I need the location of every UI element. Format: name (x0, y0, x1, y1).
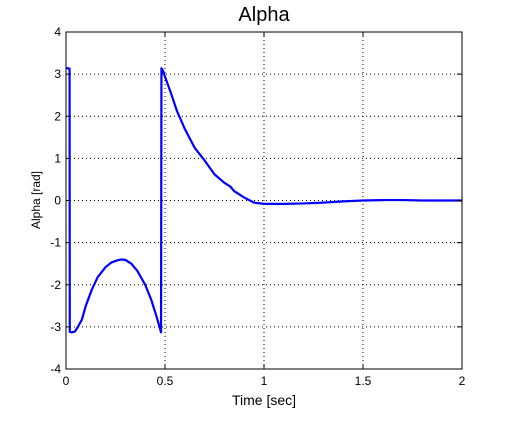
y-tick-label: 4 (54, 25, 61, 39)
y-tick-label: 2 (54, 109, 61, 123)
x-tick-label: 1 (261, 374, 268, 388)
y-tick-label: -2 (50, 278, 61, 292)
y-tick-label: 1 (54, 151, 61, 165)
x-tick-label: 1.5 (355, 374, 372, 388)
series-layer (66, 67, 462, 334)
chart-title: Alpha (238, 4, 290, 26)
y-tick-label: -4 (50, 362, 61, 376)
y-tick-label: -1 (50, 236, 61, 250)
y-axis-title: Alpha [rad] (29, 171, 43, 229)
series-line-0 (66, 67, 462, 334)
axis-ticks: 0 0.5 1 1.5 2 -4 -3 -2 -1 0 1 2 3 4 (50, 25, 465, 388)
x-tick-label: 2 (459, 374, 466, 388)
x-axis-title: Time [sec] (232, 392, 296, 408)
y-tick-label: 3 (54, 67, 61, 81)
y-tick-label: -3 (50, 320, 61, 334)
x-tick-label: 0.5 (157, 374, 174, 388)
y-tick-label: 0 (54, 194, 61, 208)
x-tick-label: 0 (63, 374, 70, 388)
